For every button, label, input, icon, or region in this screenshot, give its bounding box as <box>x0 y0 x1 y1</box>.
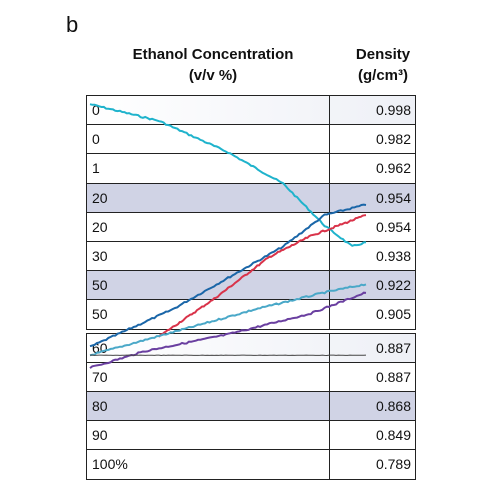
density-trace-0 <box>89 103 367 247</box>
density-value: 0.954 <box>375 218 411 235</box>
concentration-cell: 20 <box>92 189 108 206</box>
concentration-cell: 80 <box>92 398 108 414</box>
density-value: 0.905 <box>375 306 411 323</box>
concentration-cell: 100% <box>92 456 128 473</box>
concentration-cell: 50 <box>92 277 108 294</box>
concentration-cell: 0 <box>92 102 100 118</box>
concentration-cell: 20 <box>92 218 108 235</box>
density-cell: 0.962 <box>329 154 417 183</box>
concentration-cell: 70 <box>92 368 108 385</box>
density-cell: 0.982 <box>329 125 417 154</box>
density-value: 0.887 <box>375 339 411 356</box>
density-trace-2 <box>158 214 367 338</box>
density-value: 0.998 <box>375 102 411 118</box>
density-value: 0.982 <box>375 131 411 148</box>
panel-label: b <box>66 12 79 37</box>
density-value: 0.938 <box>375 248 411 264</box>
density-cell: 0.938 <box>329 242 417 271</box>
density-value: 0.849 <box>375 427 411 444</box>
table-row: 100% 0.789 <box>86 449 417 480</box>
density-trace-4 <box>89 291 367 369</box>
concentration-header-line1: Ethanol Concentration <box>132 46 294 63</box>
density-cell: 0.868 <box>329 392 417 421</box>
table-row: 60 0.887 <box>86 332 417 363</box>
density-value: 0.789 <box>375 456 411 473</box>
concentration-cell: 50 <box>92 306 108 323</box>
density-value: 0.922 <box>375 277 411 294</box>
density-cell: 0.998 <box>329 96 417 125</box>
concentration-cell: 90 <box>92 427 108 444</box>
density-value: 0.962 <box>375 160 411 177</box>
density-trace-1 <box>89 203 367 348</box>
density-header-line2: (g/cm³) <box>358 67 408 84</box>
density-header-line1: Density <box>355 46 411 63</box>
density-cell: 0.849 <box>329 421 417 450</box>
density-value: 0.868 <box>375 398 411 414</box>
density-table: 0 0.998 0 0.982 1 0.962 20 0.954 20 0.954 30 0.938 5… <box>86 95 417 480</box>
density-cell: 0.954 <box>329 212 417 241</box>
table-row: 0 0.998 <box>86 95 417 126</box>
density-cell: 0.922 <box>329 271 417 300</box>
density-cell: 0.887 <box>329 333 417 362</box>
density-cell: 0.905 <box>329 300 417 329</box>
density-value: 0.954 <box>375 189 411 206</box>
density-value: 0.887 <box>375 368 411 385</box>
density-trace-3 <box>89 283 367 357</box>
density-cell: 0.789 <box>329 450 417 479</box>
concentration-cell: 0 <box>92 131 100 148</box>
concentration-cell: 1 <box>92 160 100 177</box>
density-cell: 0.954 <box>329 183 417 212</box>
density-header: Density (g/cm³) <box>348 44 418 86</box>
concentration-header: Ethanol Concentration (v/v %) <box>118 44 308 86</box>
concentration-cell: 30 <box>92 248 108 264</box>
density-cell: 0.887 <box>329 362 417 391</box>
concentration-header-line2: (v/v %) <box>188 67 238 84</box>
